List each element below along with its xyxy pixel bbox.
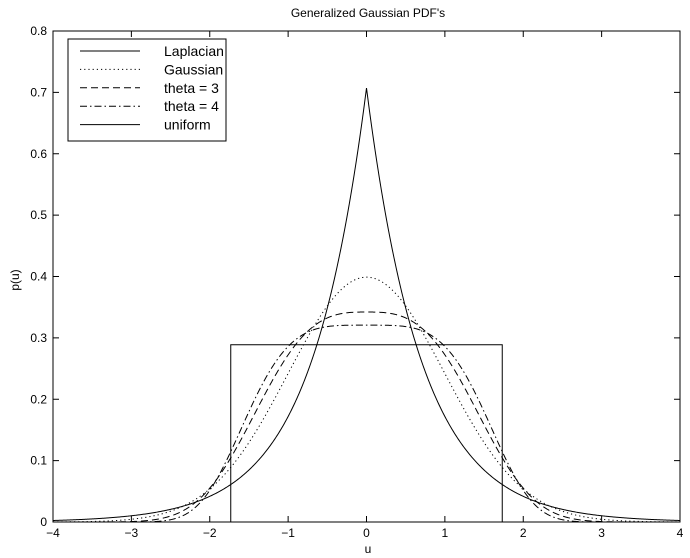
legend-label-2: theta = 3 [164, 80, 219, 96]
x-tick-label: −1 [281, 526, 295, 540]
y-tick-label: 0.2 [30, 392, 47, 406]
series-line-4 [230, 344, 503, 522]
x-tick-label: 3 [598, 526, 605, 540]
x-tick-label: 2 [520, 526, 527, 540]
y-tick-label: 0.4 [30, 270, 47, 284]
x-tick-label: 0 [363, 526, 370, 540]
legend-box [67, 38, 227, 142]
series-line-0 [52, 87, 681, 521]
chart-title: Generalized Gaussian PDF's [291, 6, 445, 20]
y-tick-label: 0.5 [30, 208, 47, 222]
y-tick-label: 0.8 [30, 24, 47, 38]
x-axis-label: u [365, 542, 372, 556]
legend-label-3: theta = 4 [164, 98, 219, 114]
legend: Laplacian Gaussian theta = 3 theta = 4 unifo… [67, 38, 227, 142]
legend-label-0: Laplacian [164, 43, 224, 59]
x-tick-label: 1 [442, 526, 449, 540]
series-line-3 [53, 324, 680, 523]
series-line-2 [53, 311, 680, 523]
y-tick-label: 0 [40, 515, 47, 529]
legend-label-4: uniform [164, 117, 211, 133]
x-tick-label: −3 [125, 526, 139, 540]
legend-label-1: Gaussian [164, 61, 223, 77]
y-axis-label: p(u) [8, 269, 22, 290]
y-tick-label: 0.3 [30, 331, 47, 345]
series-line-1 [52, 276, 681, 523]
axes: −4 −3 −2 −1 0 1 2 3 4 0 0.1 0.2 0.3 0.4 0.5 0.6 0.7 0.8 [30, 24, 683, 540]
y-tick-label: 0.6 [30, 147, 47, 161]
series-group [52, 87, 681, 523]
x-tick-label: −4 [46, 526, 60, 540]
x-tick-label: −2 [203, 526, 217, 540]
x-tick-label: 4 [677, 526, 684, 540]
y-tick-label: 0.1 [30, 454, 47, 468]
y-tick-label: 0.7 [30, 85, 47, 99]
